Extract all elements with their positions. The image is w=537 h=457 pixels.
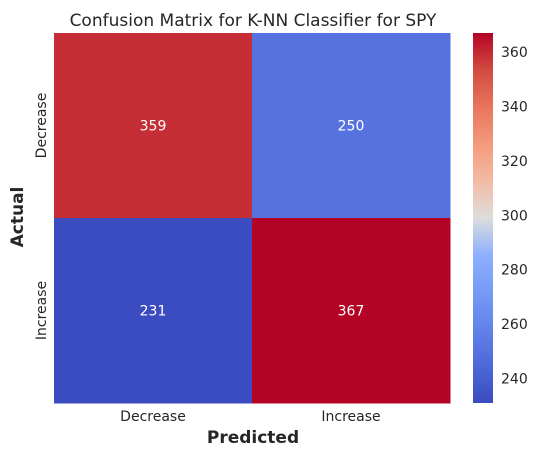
colorbar bbox=[473, 33, 493, 403]
heatmap-cell bbox=[252, 218, 451, 404]
cell-value-label: 367 bbox=[338, 304, 365, 320]
colorbar-tick-labels: 240 260 280 300 320 340 360 bbox=[501, 45, 528, 387]
cell-value-label: 250 bbox=[338, 119, 365, 135]
y-axis-label: Actual bbox=[8, 187, 28, 248]
colorbar-tick-label: 260 bbox=[501, 317, 528, 333]
colorbar-tick-label: 240 bbox=[501, 372, 528, 388]
heatmap-cell bbox=[252, 33, 451, 219]
y-tick-label: Increase bbox=[34, 281, 50, 340]
x-tick-label: Decrease bbox=[120, 409, 186, 425]
cell-value-label: 231 bbox=[140, 304, 167, 320]
y-tick-label: Decrease bbox=[34, 93, 50, 159]
x-tick-label: Increase bbox=[321, 409, 380, 425]
colorbar-tick-label: 300 bbox=[501, 208, 528, 224]
colorbar-tick-label: 340 bbox=[501, 99, 528, 115]
heatmap-cell bbox=[54, 33, 253, 219]
y-tick-labels: Decrease Increase bbox=[34, 93, 50, 340]
colorbar-tick-label: 320 bbox=[501, 154, 528, 170]
x-axis-label: Predicted bbox=[207, 428, 299, 448]
heatmap-cells bbox=[54, 33, 451, 404]
x-tick-labels: Decrease Increase bbox=[120, 409, 380, 425]
heatmap-cell bbox=[54, 218, 253, 404]
cell-value-label: 359 bbox=[140, 119, 167, 135]
colorbar-tick-label: 280 bbox=[501, 263, 528, 279]
colorbar-tick-label: 360 bbox=[501, 45, 528, 61]
heatmap-cell-labels: 359 250 231 367 bbox=[140, 119, 365, 320]
chart-title: Confusion Matrix for K-NN Classifier for… bbox=[70, 11, 437, 31]
